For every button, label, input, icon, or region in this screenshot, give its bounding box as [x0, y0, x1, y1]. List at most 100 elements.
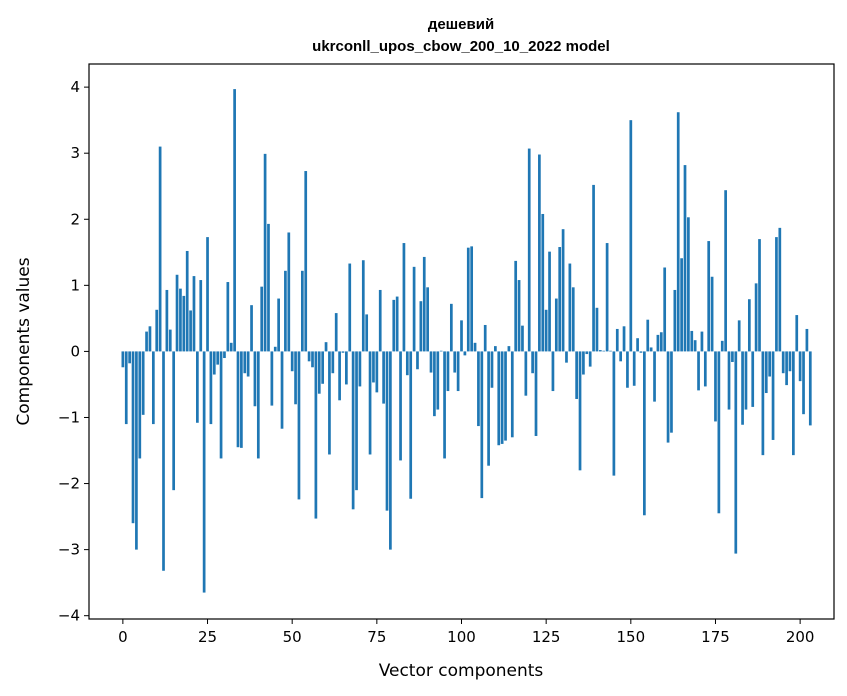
- bar-154: [643, 351, 646, 516]
- bar-52: [297, 351, 301, 500]
- bar-39: [253, 351, 257, 407]
- bar-184: [744, 351, 748, 410]
- bar-70: [358, 351, 362, 387]
- bar-69: [355, 351, 358, 491]
- bar-136: [582, 351, 585, 375]
- bar-41: [260, 286, 264, 352]
- bar-80: [392, 299, 396, 352]
- bar-186: [751, 351, 755, 407]
- bar-57: [314, 351, 318, 519]
- bar-198: [792, 351, 795, 456]
- bar-22: [196, 351, 199, 423]
- bar-148: [622, 326, 626, 352]
- chart-title-line1: дешевий: [428, 16, 494, 33]
- bar-11: [158, 146, 162, 352]
- bar-133: [571, 287, 575, 352]
- x-tick-label: 50: [283, 628, 302, 646]
- bar-47: [280, 351, 284, 429]
- bar-25: [206, 237, 209, 352]
- bar-126: [548, 251, 551, 352]
- bar-146: [615, 328, 619, 352]
- bar-125: [544, 309, 548, 352]
- bar-13: [165, 289, 169, 352]
- bar-185: [747, 299, 751, 352]
- bar-116: [514, 260, 518, 352]
- bar-38: [250, 305, 253, 352]
- bar-73: [368, 351, 372, 455]
- bar-18: [182, 295, 186, 352]
- bar-49: [287, 232, 291, 352]
- bar-134: [575, 351, 578, 399]
- y-tick-label: 0: [70, 342, 80, 360]
- bar-112: [500, 351, 504, 444]
- bar-150: [629, 120, 633, 352]
- bar-6: [141, 351, 145, 415]
- bar-115: [510, 351, 514, 438]
- bar-191: [768, 351, 772, 377]
- bar-82: [399, 351, 402, 461]
- bar-201: [802, 351, 805, 415]
- bar-182: [737, 320, 741, 352]
- bar-50: [290, 351, 294, 372]
- bar-78: [385, 351, 389, 511]
- y-tick-label: −2: [58, 475, 80, 493]
- bar-3: [131, 351, 135, 524]
- bar-91: [429, 351, 433, 373]
- bar-101: [463, 351, 467, 356]
- bar-20: [189, 310, 192, 352]
- bar-66: [345, 351, 348, 385]
- bar-188: [758, 239, 761, 352]
- bar-163: [673, 289, 677, 352]
- bar-96: [446, 351, 450, 392]
- bar-93: [436, 351, 440, 410]
- bar-151: [632, 351, 636, 386]
- bar-17: [179, 288, 182, 352]
- bar-65: [341, 351, 345, 353]
- bar-33: [233, 89, 236, 352]
- bar-24: [202, 351, 206, 593]
- bar-58: [317, 351, 321, 394]
- bar-94: [439, 350, 443, 352]
- bar-21: [192, 276, 196, 352]
- bar-4: [135, 351, 138, 550]
- bar-10: [155, 309, 159, 352]
- bar-40: [256, 351, 260, 459]
- bar-55: [307, 351, 311, 362]
- bar-76: [378, 289, 382, 352]
- bar-203: [808, 351, 812, 426]
- bar-68: [351, 351, 355, 510]
- bar-1: [124, 351, 128, 425]
- bar-202: [805, 328, 809, 352]
- bar-183: [741, 351, 744, 425]
- bar-158: [656, 334, 660, 352]
- bar-98: [453, 351, 457, 373]
- bar-16: [175, 274, 179, 352]
- bar-30: [223, 351, 226, 359]
- x-tick-label: 125: [532, 628, 561, 646]
- bar-43: [267, 223, 270, 352]
- bar-132: [568, 263, 572, 352]
- bar-75: [375, 351, 379, 393]
- bar-170: [697, 351, 700, 391]
- bar-19: [185, 250, 189, 352]
- bar-92: [433, 351, 436, 417]
- bar-173: [707, 241, 711, 352]
- y-axis-ticks: −4 −3 −2 −1 0 1 2 3 4: [58, 78, 89, 625]
- bar-74: [372, 351, 375, 383]
- bar-110: [494, 346, 497, 352]
- bar-100: [460, 320, 463, 352]
- bar-102: [466, 247, 470, 352]
- bar-36: [243, 351, 247, 374]
- y-tick-label: 3: [70, 144, 80, 162]
- bar-34: [236, 351, 240, 448]
- bar-176: [717, 351, 721, 514]
- bar-5: [138, 351, 142, 459]
- bar-164: [676, 112, 680, 352]
- bar-67: [348, 263, 352, 352]
- bar-127: [551, 351, 555, 392]
- bar-165: [680, 258, 683, 352]
- y-tick-label: 4: [70, 78, 80, 96]
- x-tick-label: 25: [198, 628, 217, 646]
- chart-title-line2: ukrconll_upos_cbow_200_10_2022 model: [312, 38, 610, 55]
